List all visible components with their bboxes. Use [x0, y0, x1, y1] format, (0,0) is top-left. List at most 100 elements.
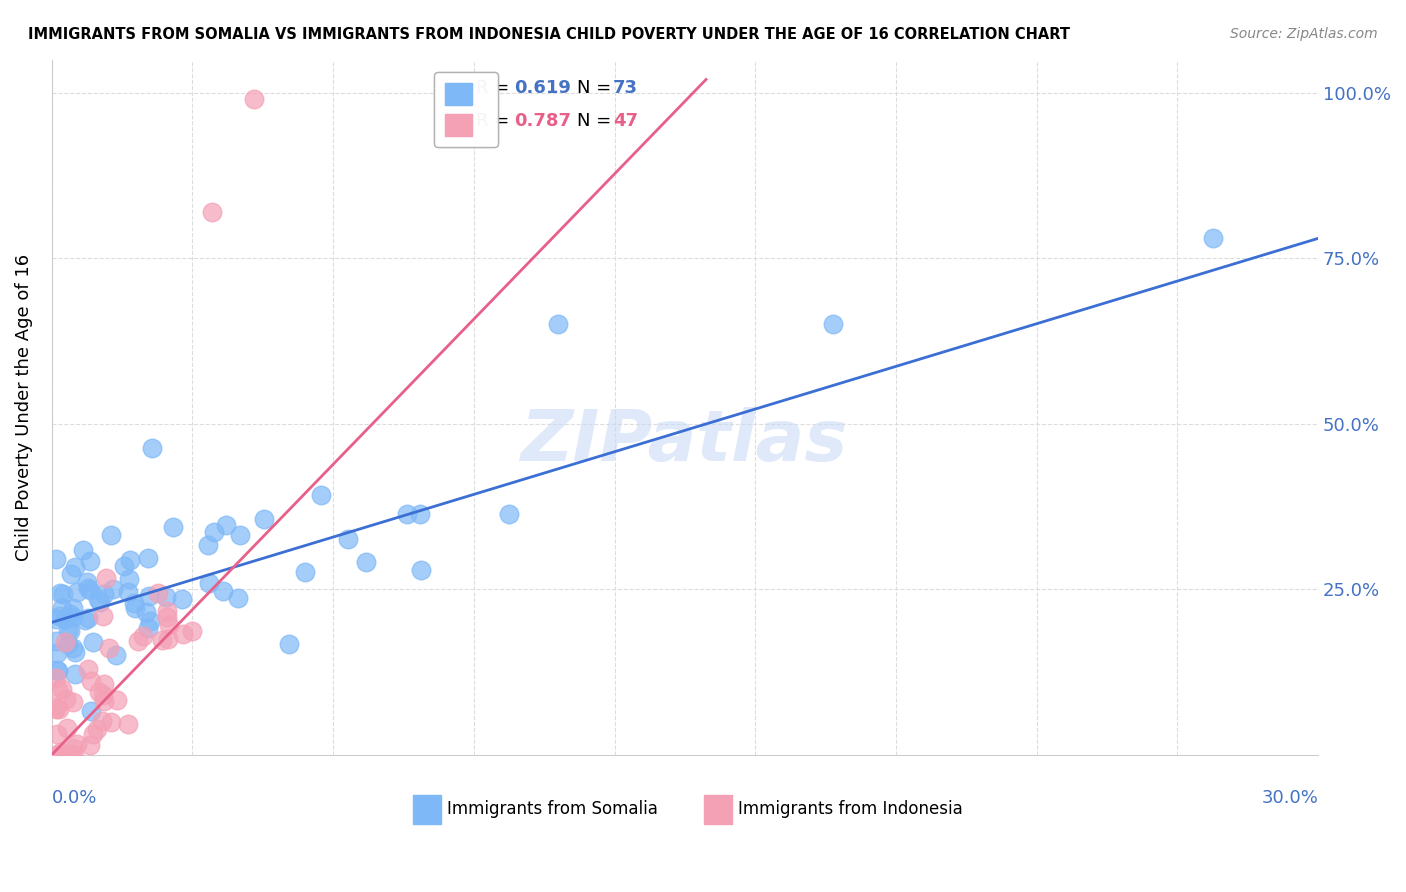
Point — [62, 747, 84, 762]
Point — [157, 618, 180, 632]
Point — [48, 609, 70, 624]
Point — [180, 624, 202, 639]
Point — [156, 604, 179, 618]
Point — [45, 702, 67, 716]
Point — [46, 664, 69, 678]
Point — [155, 591, 177, 605]
Point — [135, 605, 157, 619]
Text: N =: N = — [578, 79, 612, 97]
Point — [93, 694, 115, 708]
Point — [77, 611, 100, 625]
Point — [96, 571, 118, 585]
Text: Immigrants from Somalia: Immigrants from Somalia — [447, 800, 658, 818]
Point — [202, 524, 225, 539]
Text: N =: N = — [578, 112, 612, 129]
Point — [49, 586, 72, 600]
Point — [201, 205, 224, 219]
Point — [132, 629, 155, 643]
Point — [53, 634, 76, 648]
Point — [76, 574, 98, 589]
Point — [45, 747, 67, 762]
Point — [60, 567, 83, 582]
Point — [253, 512, 276, 526]
Point — [62, 600, 84, 615]
Point — [51, 681, 73, 696]
Text: 0.0%: 0.0% — [52, 789, 97, 807]
Text: 47: 47 — [613, 112, 638, 129]
Point — [136, 621, 159, 635]
Point — [93, 587, 115, 601]
Point — [1201, 231, 1223, 245]
Point — [59, 607, 82, 621]
Point — [172, 627, 194, 641]
Point — [49, 747, 72, 762]
Point — [91, 608, 114, 623]
Point — [51, 745, 73, 759]
Point — [105, 692, 128, 706]
Point — [101, 582, 124, 596]
Point — [87, 592, 110, 607]
Point — [354, 555, 377, 569]
Point — [79, 583, 101, 598]
Point — [65, 559, 87, 574]
Point — [112, 559, 135, 574]
Point — [62, 640, 84, 655]
Point — [45, 701, 67, 715]
Text: 73: 73 — [613, 79, 638, 97]
Point — [77, 662, 100, 676]
Point — [45, 671, 67, 685]
Point — [77, 581, 100, 595]
Point — [60, 747, 83, 761]
Point — [197, 538, 219, 552]
Point — [82, 727, 104, 741]
Point — [59, 624, 82, 639]
Point — [150, 633, 173, 648]
Point — [56, 623, 79, 637]
Point — [117, 717, 139, 731]
Y-axis label: Child Poverty Under the Age of 16: Child Poverty Under the Age of 16 — [15, 253, 32, 561]
Point — [56, 721, 79, 735]
Point — [62, 740, 84, 755]
Point — [79, 674, 101, 689]
Point — [156, 632, 179, 646]
Point — [91, 688, 114, 702]
Point — [124, 596, 146, 610]
Point — [156, 609, 179, 624]
Point — [141, 441, 163, 455]
Point — [409, 507, 432, 521]
Point — [91, 714, 114, 728]
Text: 0.619: 0.619 — [515, 79, 571, 97]
Point — [117, 585, 139, 599]
Point — [45, 663, 67, 677]
Point — [63, 667, 86, 681]
Point — [66, 584, 89, 599]
Point — [821, 318, 844, 332]
Point — [62, 695, 84, 709]
Point — [211, 584, 233, 599]
Point — [120, 552, 142, 566]
Point — [51, 600, 73, 615]
Point — [226, 591, 249, 605]
Point — [162, 520, 184, 534]
Point — [278, 637, 301, 651]
Text: IMMIGRANTS FROM SOMALIA VS IMMIGRANTS FROM INDONESIA CHILD POVERTY UNDER THE AGE: IMMIGRANTS FROM SOMALIA VS IMMIGRANTS FR… — [28, 27, 1070, 42]
Point — [55, 691, 77, 706]
Point — [48, 702, 70, 716]
Point — [55, 612, 77, 626]
Text: R =: R = — [477, 79, 509, 97]
Point — [75, 613, 97, 627]
Point — [146, 586, 169, 600]
Point — [80, 705, 103, 719]
Point — [215, 517, 238, 532]
Point — [45, 747, 67, 762]
Point — [93, 677, 115, 691]
Point — [87, 685, 110, 699]
Point — [65, 737, 87, 751]
Point — [100, 527, 122, 541]
Point — [45, 612, 67, 626]
Point — [98, 640, 121, 655]
Point — [139, 615, 162, 629]
Point — [89, 594, 111, 608]
Point — [63, 645, 86, 659]
Point — [45, 552, 67, 566]
